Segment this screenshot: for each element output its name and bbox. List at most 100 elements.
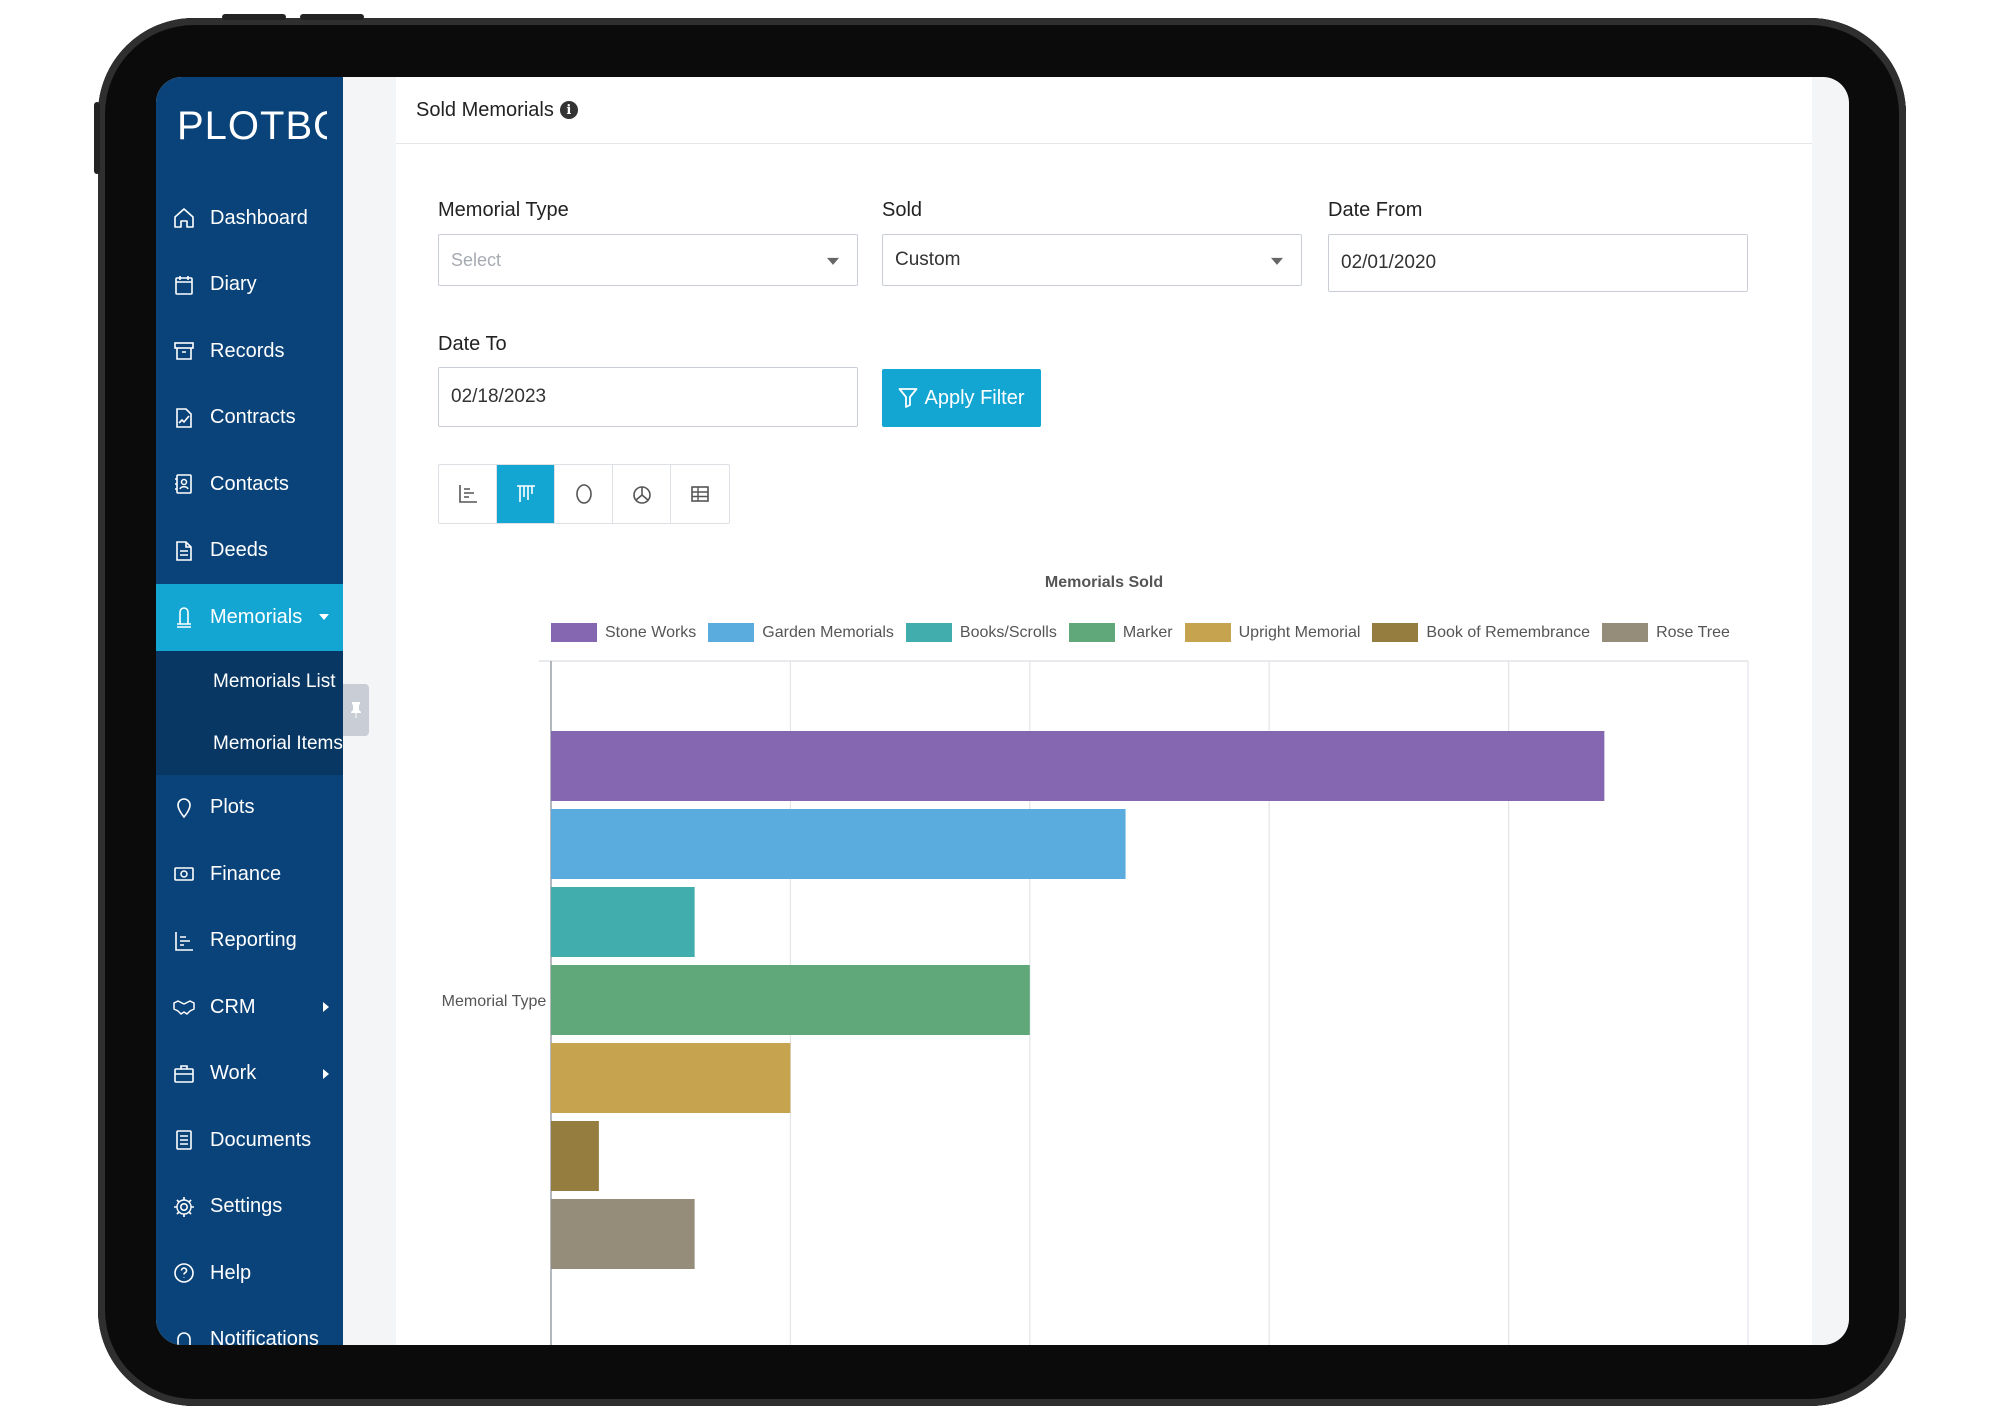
sidebar-item-label: Notifications bbox=[210, 1328, 319, 1345]
sidebar-item-memorials[interactable]: Memorials bbox=[156, 584, 343, 651]
memorials-submenu: Memorials List Memorial Items bbox=[156, 650, 343, 775]
sidebar: PLOTBOX Dashboard Diary Records Contracts Co… bbox=[156, 77, 343, 1345]
memorial-icon bbox=[172, 605, 196, 629]
sidebar-item-label: Finance bbox=[210, 862, 282, 885]
bar[interactable] bbox=[551, 731, 1605, 801]
sidebar-pin-toggle[interactable] bbox=[343, 684, 369, 736]
sidebar-item-finance[interactable]: Finance bbox=[156, 841, 343, 908]
sidebar-item-label: Reporting bbox=[210, 929, 297, 952]
document-icon bbox=[172, 539, 196, 563]
sidebar-item-plots[interactable]: Plots bbox=[156, 775, 343, 842]
legend-swatch bbox=[905, 623, 952, 642]
tablet-top-button bbox=[222, 14, 286, 20]
legend-item[interactable]: Books/Scrolls bbox=[905, 623, 1057, 642]
home-icon bbox=[172, 206, 196, 230]
legend-label: Garden Memorials bbox=[762, 623, 894, 641]
legend-label: Rose Tree bbox=[1656, 623, 1730, 641]
app-screen: PLOTBOX Dashboard Diary Records Contracts Co… bbox=[156, 77, 1849, 1345]
bell-icon bbox=[172, 1328, 196, 1345]
sidebar-item-settings[interactable]: Settings bbox=[156, 1174, 343, 1241]
sidebar-item-label: Records bbox=[210, 339, 285, 362]
table-view-toggle[interactable] bbox=[671, 465, 729, 523]
memorial-type-label: Memorial Type bbox=[438, 199, 569, 221]
chevron-right-icon bbox=[323, 1002, 329, 1013]
sidebar-item-dashboard[interactable]: Dashboard bbox=[156, 185, 343, 252]
sold-value: Custom bbox=[895, 249, 961, 270]
legend-item[interactable]: Marker bbox=[1068, 623, 1173, 642]
sidebar-item-contracts[interactable]: Contracts bbox=[156, 385, 343, 452]
bar[interactable] bbox=[551, 887, 695, 957]
legend-item[interactable]: Rose Tree bbox=[1602, 623, 1730, 642]
bar-chart-toggle[interactable] bbox=[497, 465, 555, 523]
main-panel: Sold Memorials i Memorial Type Select So… bbox=[396, 77, 1812, 1345]
chevron-down-icon bbox=[827, 257, 839, 265]
memorial-type-select[interactable]: Select bbox=[438, 234, 858, 286]
chevron-down-icon bbox=[1271, 257, 1283, 265]
sidebar-item-records[interactable]: Records bbox=[156, 318, 343, 385]
chart-legend: Stone Works Garden Memorials Books/Scrolls… bbox=[551, 623, 1742, 642]
apply-filter-button[interactable]: Apply Filter bbox=[882, 369, 1041, 427]
memorial-type-placeholder: Select bbox=[451, 249, 502, 270]
contract-icon bbox=[172, 406, 196, 430]
sidebar-item-documents[interactable]: Documents bbox=[156, 1107, 343, 1174]
page-title: Sold Memorials bbox=[416, 98, 554, 121]
help-icon bbox=[172, 1261, 196, 1285]
sidebar-item-help[interactable]: Help bbox=[156, 1240, 343, 1307]
table-icon bbox=[691, 486, 709, 502]
handshake-icon bbox=[172, 995, 196, 1019]
legend-item[interactable]: Garden Memorials bbox=[708, 623, 894, 642]
column-chart-toggle[interactable] bbox=[439, 465, 497, 523]
archive-icon bbox=[172, 339, 196, 363]
sidebar-item-notifications[interactable]: Notifications bbox=[156, 1307, 343, 1345]
info-icon[interactable]: i bbox=[559, 101, 578, 119]
chart-title: Memorials Sold bbox=[1044, 574, 1164, 591]
bar[interactable] bbox=[551, 1121, 599, 1191]
sidebar-item-label: Plots bbox=[210, 796, 255, 819]
legend-item[interactable]: Book of Remembrance bbox=[1372, 623, 1590, 642]
date-to-input[interactable]: 02/18/2023 bbox=[438, 367, 858, 427]
legend-label: Stone Works bbox=[605, 623, 697, 641]
submenu-item-memorials-list[interactable]: Memorials List bbox=[213, 670, 336, 692]
date-from-input[interactable]: 02/01/2020 bbox=[1328, 234, 1748, 292]
bar[interactable] bbox=[551, 1199, 695, 1269]
svg-text:PLOTBOX: PLOTBOX bbox=[177, 104, 327, 148]
pin-icon bbox=[351, 702, 361, 718]
sidebar-item-work[interactable]: Work bbox=[156, 1041, 343, 1108]
bar-chart-icon bbox=[516, 485, 535, 502]
map-pin-icon bbox=[172, 796, 196, 820]
sidebar-item-label: Contacts bbox=[210, 472, 289, 495]
sold-label: Sold bbox=[882, 199, 923, 221]
bar[interactable] bbox=[551, 1043, 791, 1113]
submenu-item-memorial-items[interactable]: Memorial Items bbox=[213, 732, 343, 754]
contacts-icon bbox=[172, 472, 196, 496]
y-axis-label: Memorial Type bbox=[442, 993, 547, 1010]
filter-icon bbox=[899, 388, 918, 408]
sidebar-item-diary[interactable]: Diary bbox=[156, 252, 343, 319]
column-chart-icon bbox=[458, 485, 477, 503]
legend-label: Upright Memorial bbox=[1238, 623, 1361, 641]
sidebar-item-reporting[interactable]: Reporting bbox=[156, 908, 343, 975]
pie-chart-toggle[interactable] bbox=[613, 465, 671, 523]
tablet-side-button bbox=[94, 102, 100, 174]
chart-view-toggles bbox=[438, 464, 730, 524]
legend-item[interactable]: Upright Memorial bbox=[1184, 623, 1361, 642]
donut-chart-toggle[interactable] bbox=[555, 465, 613, 523]
sidebar-item-deeds[interactable]: Deeds bbox=[156, 518, 343, 585]
sidebar-item-crm[interactable]: CRM bbox=[156, 974, 343, 1041]
sidebar-item-contacts[interactable]: Contacts bbox=[156, 451, 343, 518]
sold-select[interactable]: Custom bbox=[882, 234, 1302, 286]
sidebar-item-label: Dashboard bbox=[210, 206, 308, 229]
legend-swatch bbox=[1602, 623, 1649, 642]
sidebar-item-label: Memorials bbox=[210, 605, 303, 628]
bar-chart: Memorial Type bbox=[442, 660, 1749, 1345]
date-from-value: 02/01/2020 bbox=[1341, 252, 1437, 273]
bar[interactable] bbox=[551, 809, 1126, 879]
sidebar-item-label: Deeds bbox=[210, 539, 268, 562]
date-to-label: Date To bbox=[438, 333, 507, 355]
bar[interactable] bbox=[551, 965, 1030, 1035]
legend-item[interactable]: Stone Works bbox=[551, 623, 696, 642]
date-to-value: 02/18/2023 bbox=[451, 386, 547, 407]
donut-chart-icon bbox=[575, 484, 592, 504]
sidebar-item-label: Help bbox=[210, 1261, 252, 1284]
tablet-top-button bbox=[300, 14, 364, 20]
